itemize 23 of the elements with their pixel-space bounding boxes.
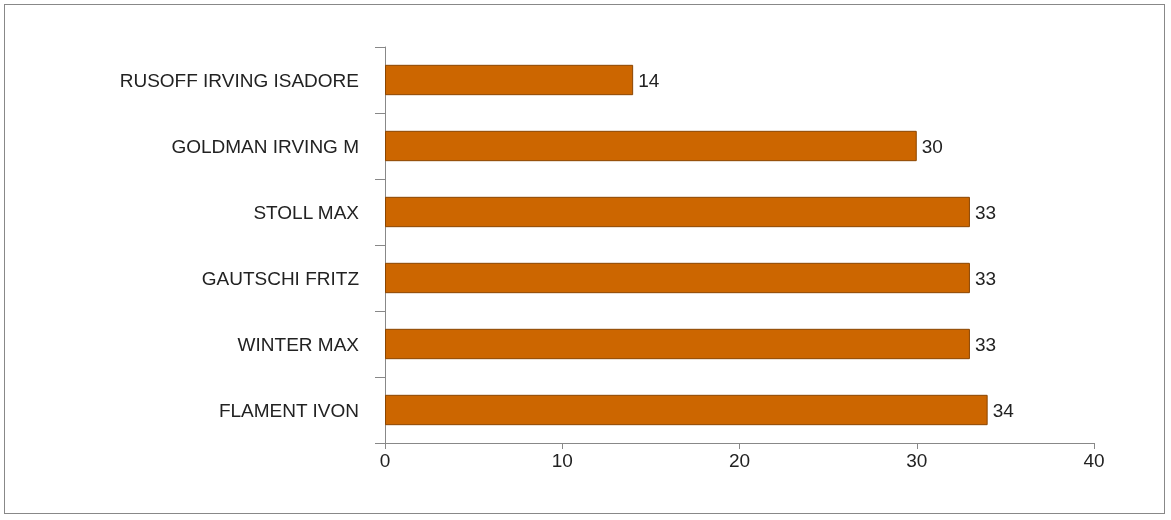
bar bbox=[385, 130, 917, 162]
data-label: 33 bbox=[974, 333, 997, 355]
data-label: 30 bbox=[921, 135, 943, 157]
y-tick-label: GAUTSCHI FRITZ bbox=[201, 267, 360, 289]
y-tick-label: GOLDMAN IRVING M bbox=[171, 135, 359, 157]
bar bbox=[385, 64, 634, 96]
y-tick-label: STOLL MAX bbox=[253, 201, 360, 223]
x-tick-label: 20 bbox=[728, 450, 751, 471]
x-tick-label: 0 bbox=[379, 450, 391, 471]
y-tick-label: WINTER MAX bbox=[237, 333, 360, 355]
bar bbox=[385, 196, 970, 228]
data-label: 33 bbox=[974, 201, 997, 223]
x-tick-label: 10 bbox=[551, 450, 573, 471]
y-tick-label: FLAMENT IVON bbox=[218, 399, 359, 421]
data-label: 33 bbox=[974, 267, 997, 289]
x-tick-label: 40 bbox=[1083, 450, 1105, 471]
bar bbox=[385, 394, 988, 426]
x-tick-label: 30 bbox=[906, 450, 928, 471]
data-label: 14 bbox=[638, 69, 660, 91]
data-label: 34 bbox=[992, 399, 1015, 421]
bar bbox=[385, 262, 970, 294]
y-tick-label: RUSOFF IRVING ISADORE bbox=[119, 69, 359, 91]
bar bbox=[385, 328, 970, 360]
